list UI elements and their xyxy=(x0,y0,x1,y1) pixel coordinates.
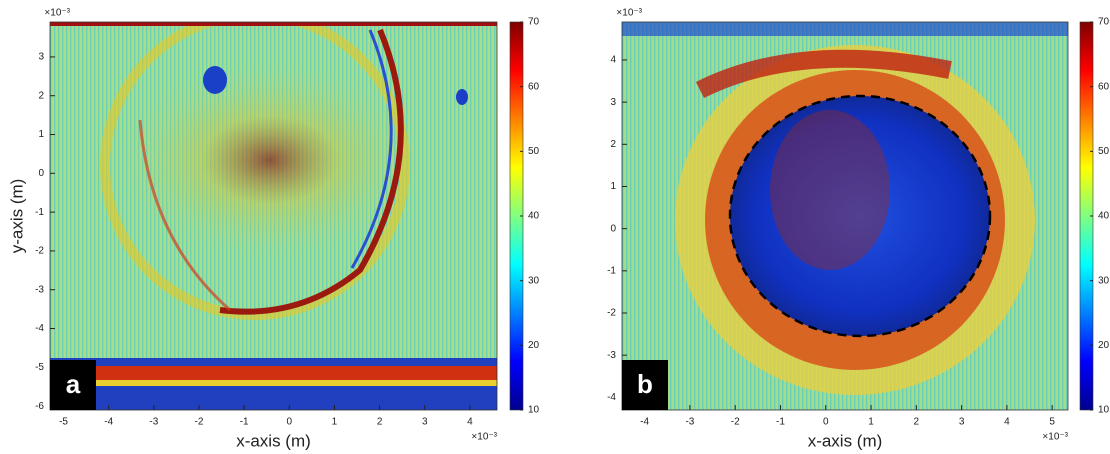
x-tick-label: 1 xyxy=(868,417,874,428)
colorbar-tick-label: 70 xyxy=(1098,17,1110,28)
heatmap-image xyxy=(622,22,1068,410)
x-tick-label: -2 xyxy=(195,417,204,428)
colorbar-tick-label: 70 xyxy=(528,17,540,28)
y-tick-label: 2 xyxy=(610,139,616,150)
y-tick-label: 1 xyxy=(610,181,616,192)
x-tick-label: 4 xyxy=(1004,417,1010,428)
plot-frame xyxy=(621,21,1069,411)
y-exponent: ×10⁻³ xyxy=(44,8,70,19)
y-tick-label: -6 xyxy=(35,401,44,412)
colorbar-tick-label: 10 xyxy=(1098,405,1110,416)
y-tick-label: -4 xyxy=(607,392,616,403)
y-tick-label: -3 xyxy=(35,284,44,295)
x-tick-label: 3 xyxy=(422,417,428,428)
colorbar-tick-label: 50 xyxy=(1098,146,1110,157)
x-tick-label: 0 xyxy=(823,417,829,428)
y-tick-label: -3 xyxy=(607,350,616,361)
plot-frame xyxy=(49,21,498,411)
y-tick-label: 0 xyxy=(38,168,44,179)
x-tick-label: 2 xyxy=(377,417,383,428)
y-tick-label: -1 xyxy=(35,207,44,218)
colorbar-tick-label: 20 xyxy=(528,340,540,351)
y-tick-label: -1 xyxy=(607,265,616,276)
colorbar-tick-label: 30 xyxy=(1098,275,1110,286)
y-tick-label: 1 xyxy=(38,129,44,140)
colorbar-tick-label: 30 xyxy=(528,275,540,286)
colorbar-tick-label: 60 xyxy=(1098,81,1110,92)
x-tick-label: -5 xyxy=(59,417,68,428)
x-tick-label: 0 xyxy=(287,417,293,428)
x-tick-label: -2 xyxy=(731,417,740,428)
y-tick-label: 4 xyxy=(610,55,616,66)
colorbar-tick-label: 60 xyxy=(528,81,540,92)
x-tick-label: 5 xyxy=(1049,417,1055,428)
x-tick-label: -1 xyxy=(240,417,249,428)
colorbar-tick-label: 40 xyxy=(528,211,540,222)
y-tick-label: 3 xyxy=(38,52,44,63)
heatmap-image xyxy=(50,22,497,410)
y-tick-label: 0 xyxy=(610,223,616,234)
y-tick-label: -5 xyxy=(35,362,44,373)
y-tick-label: -2 xyxy=(35,246,44,257)
x-tick-label: -3 xyxy=(149,417,158,428)
colorbar-tick-label: 20 xyxy=(1098,340,1110,351)
x-tick-label: 4 xyxy=(467,417,473,428)
x-tick-label: 1 xyxy=(332,417,338,428)
colorbar-tick-label: 50 xyxy=(528,146,540,157)
y-exponent: ×10⁻³ xyxy=(616,8,642,19)
y-axis-label: y-axis (m) xyxy=(7,179,26,254)
colorbar-tick-label: 10 xyxy=(528,405,540,416)
x-exponent: ×10⁻³ xyxy=(1042,432,1068,443)
x-tick-label: 3 xyxy=(959,417,965,428)
panel-label: a xyxy=(66,369,81,399)
x-tick-label: -3 xyxy=(685,417,694,428)
colorbar-tick-label: 40 xyxy=(1098,211,1110,222)
x-axis-label: x-axis (m) xyxy=(808,431,883,450)
x-tick-label: 2 xyxy=(914,417,920,428)
y-tick-label: -4 xyxy=(35,323,44,334)
panel-label-box xyxy=(622,360,668,410)
y-tick-label: 2 xyxy=(38,90,44,101)
x-axis-label: x-axis (m) xyxy=(236,431,311,450)
x-exponent: ×10⁻³ xyxy=(471,432,497,443)
panel-label-box xyxy=(50,360,96,410)
x-tick-label: -4 xyxy=(640,417,649,428)
x-tick-label: -1 xyxy=(776,417,785,428)
x-tick-label: -4 xyxy=(104,417,113,428)
y-tick-label: 3 xyxy=(610,97,616,108)
panel-label: b xyxy=(637,369,653,399)
y-tick-label: -2 xyxy=(607,308,616,319)
